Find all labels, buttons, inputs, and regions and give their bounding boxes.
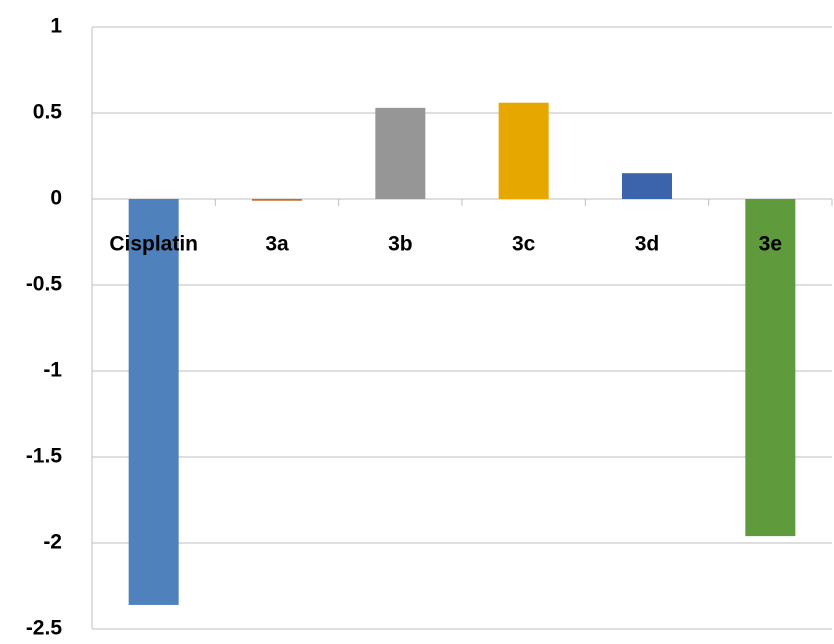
y-tick-label: -1 bbox=[43, 359, 62, 382]
y-tick-label: 1 bbox=[50, 15, 62, 38]
bar bbox=[375, 107, 426, 199]
bar bbox=[745, 199, 796, 537]
y-tick-label: -0.5 bbox=[26, 273, 63, 296]
bar bbox=[498, 102, 549, 199]
y-tick-label: 0.5 bbox=[33, 101, 63, 124]
y-tick-label: -2.5 bbox=[26, 617, 63, 640]
bar bbox=[622, 173, 672, 199]
x-tick-label: 3a bbox=[265, 233, 289, 256]
y-tick-label: -1.5 bbox=[26, 445, 63, 468]
bar bbox=[128, 199, 179, 605]
x-tick-label: 3b bbox=[388, 233, 413, 256]
y-tick-label: 0 bbox=[50, 187, 62, 210]
y-tick-label: -2 bbox=[43, 531, 62, 554]
x-tick-label: Cisplatin bbox=[109, 233, 198, 256]
x-tick-label: 3c bbox=[512, 233, 536, 256]
bar bbox=[252, 199, 302, 201]
x-tick-label: 3d bbox=[635, 233, 660, 256]
x-tick-label: 3e bbox=[759, 233, 782, 256]
